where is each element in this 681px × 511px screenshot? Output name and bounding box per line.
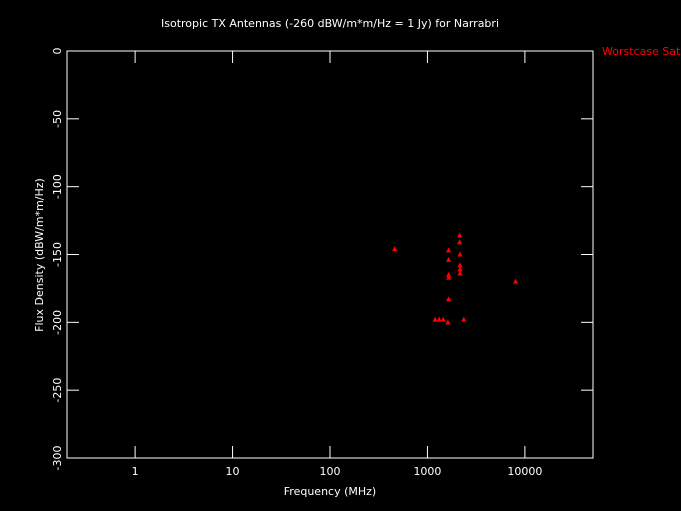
chart-title: Isotropic TX Antennas (-260 dBW/m*m/Hz =…	[161, 17, 499, 30]
data-point	[440, 316, 446, 322]
data-point	[461, 316, 467, 322]
data-point	[457, 232, 463, 238]
data-point	[446, 274, 452, 280]
data-point	[432, 316, 438, 322]
data-point	[512, 278, 519, 284]
x-axis-label: Frequency (MHz)	[284, 485, 376, 498]
legend-entry: Worstcase Sats	[602, 45, 681, 58]
data-point	[446, 271, 452, 277]
y-tick-label: 0	[51, 48, 64, 55]
x-tick-label: 1000	[413, 465, 441, 478]
data-point	[445, 319, 451, 325]
x-tick-label: 10	[226, 465, 240, 478]
y-tick-label: -250	[51, 378, 64, 403]
data-point	[457, 270, 463, 276]
data-point	[457, 262, 463, 268]
x-tick-label: 10000	[507, 465, 542, 478]
x-tick-label: 100	[320, 465, 341, 478]
y-tick-label: -300	[51, 446, 64, 471]
data-point	[457, 251, 463, 257]
data-point	[436, 316, 442, 322]
y-tick-label: -200	[51, 310, 64, 335]
y-tick-label: -50	[51, 110, 64, 128]
data-point	[446, 296, 452, 302]
x-tick-label: 1	[132, 465, 139, 478]
data-point	[392, 246, 398, 252]
y-tick-label: -150	[51, 242, 64, 267]
data-point	[457, 239, 463, 245]
data-point	[457, 266, 463, 272]
y-tick-label: -100	[51, 174, 64, 199]
y-axis-label: Flux Density (dBW/m*m/Hz)	[33, 178, 46, 332]
data-point	[446, 256, 452, 262]
data-point	[446, 247, 452, 253]
plot-frame	[66, 50, 594, 459]
